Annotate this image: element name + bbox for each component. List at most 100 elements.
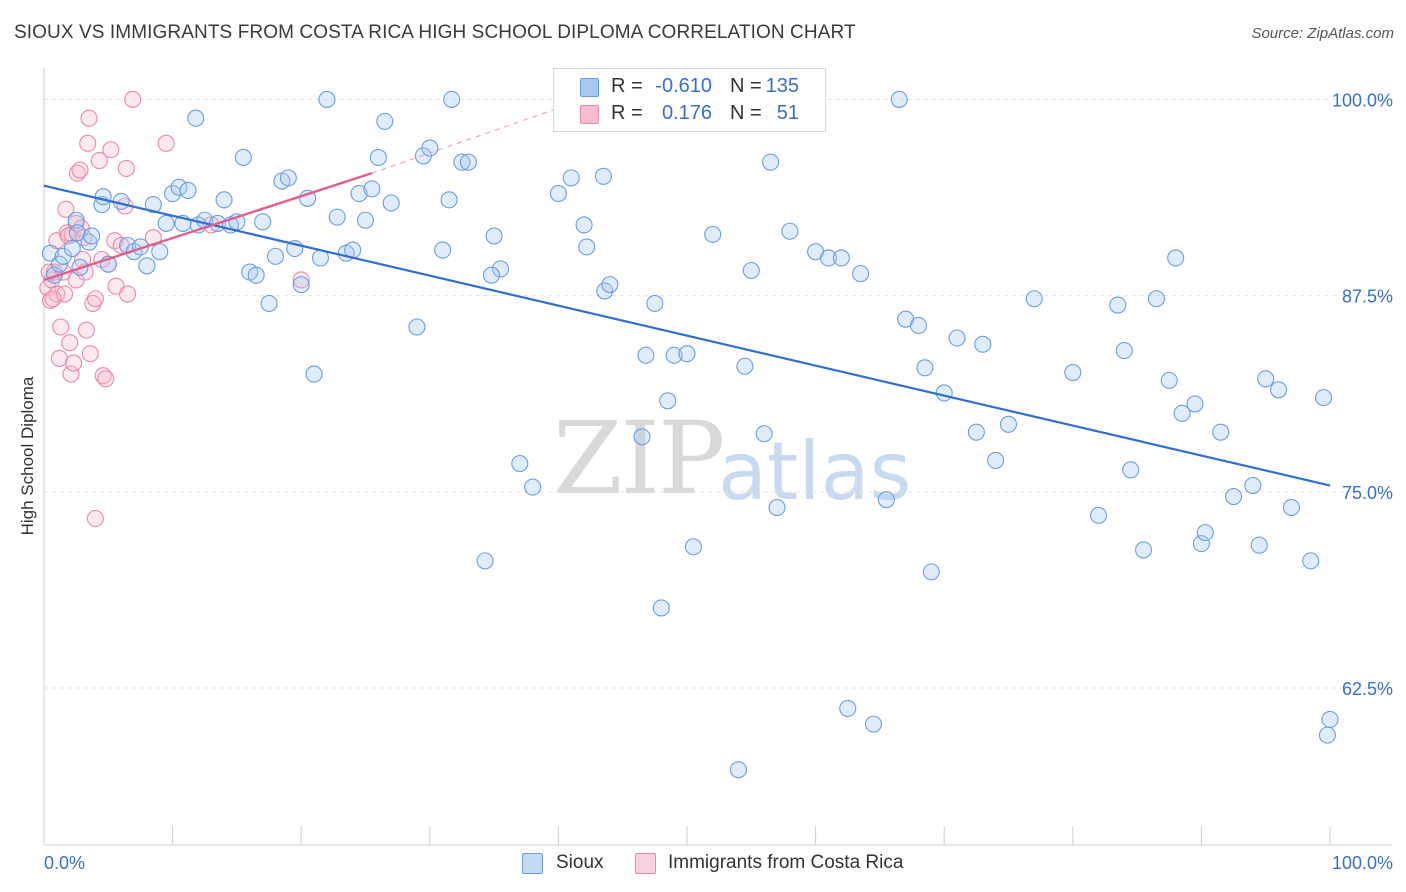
y-tick-label: 75.0% xyxy=(1342,483,1393,503)
sioux-point xyxy=(742,261,760,280)
costa-rica-point xyxy=(86,509,104,528)
sioux-point xyxy=(646,294,664,313)
sioux-point xyxy=(408,318,426,336)
sioux-point xyxy=(1270,381,1288,399)
sioux-point xyxy=(678,345,696,363)
sioux-point xyxy=(356,211,375,229)
r-label: R = xyxy=(611,75,643,97)
sioux-point xyxy=(935,384,953,402)
r-value: 0.176 xyxy=(661,102,712,124)
sioux-point xyxy=(1212,423,1230,441)
sioux-point xyxy=(215,191,233,209)
costa-rica-point xyxy=(102,141,120,159)
costa-rica-point xyxy=(124,90,142,108)
sioux-point xyxy=(170,178,188,196)
legend-row-costa-rica: R = 0.176 N = 51 xyxy=(554,100,825,126)
sioux-point xyxy=(50,255,68,273)
n-label: N = xyxy=(730,75,762,97)
sioux-point xyxy=(511,455,529,473)
sioux-point xyxy=(68,224,86,242)
sioux-point xyxy=(1089,506,1108,524)
r-label: R = xyxy=(611,102,643,124)
sioux-point xyxy=(974,335,992,353)
sioux-point xyxy=(266,247,285,265)
sioux-point xyxy=(736,357,754,375)
y-tick-label: 100.0% xyxy=(1332,90,1393,110)
sioux-point xyxy=(1160,371,1178,389)
sioux-trend-line xyxy=(43,184,1331,487)
sioux-point xyxy=(260,294,278,313)
sioux-point xyxy=(491,260,510,278)
sioux-point xyxy=(440,191,458,209)
costa-rica-swatch xyxy=(580,105,599,124)
sioux-point xyxy=(594,167,612,185)
sioux-point xyxy=(151,243,169,261)
sioux-point xyxy=(852,265,870,283)
costa-rica-point xyxy=(80,109,98,127)
sioux-point xyxy=(922,563,940,581)
sioux-point xyxy=(601,276,619,294)
costa-rica-point xyxy=(61,334,79,352)
costa-rica-point xyxy=(119,285,137,303)
sioux-point xyxy=(877,491,895,509)
costa-rica-point xyxy=(52,318,70,336)
costa-rica-points xyxy=(39,90,310,528)
sioux-swatch xyxy=(580,78,599,97)
sioux-point xyxy=(376,112,394,130)
sioux-point xyxy=(819,249,838,267)
costa-rica-point xyxy=(50,349,68,367)
r-value: -0.610 xyxy=(655,75,712,97)
costa-rica-legend-swatch xyxy=(635,853,656,874)
sioux-point xyxy=(350,185,368,203)
axis-labels: 100.0% 87.5% 75.0% 62.5% 0.0% 100.0% High Scho… xyxy=(18,90,1393,873)
sioux-point xyxy=(179,181,197,199)
sioux-point xyxy=(1321,710,1339,728)
sioux-point xyxy=(443,90,461,108)
sioux-point xyxy=(94,188,112,206)
sioux-point xyxy=(292,276,310,294)
sioux-point xyxy=(916,359,934,377)
sioux-point xyxy=(999,415,1018,433)
sioux-point xyxy=(1122,461,1140,479)
sioux-points xyxy=(41,90,1339,779)
costa-rica-point xyxy=(79,134,97,152)
axes xyxy=(43,68,1392,846)
costa-rica-point xyxy=(68,164,86,182)
sioux-point xyxy=(1282,498,1300,517)
sioux-point xyxy=(434,241,452,259)
sioux-point xyxy=(729,761,747,779)
sioux-point xyxy=(305,365,323,383)
sioux-point xyxy=(575,216,593,234)
sioux-point xyxy=(1173,404,1191,422)
sioux-point xyxy=(1109,296,1127,314)
sioux-point xyxy=(659,392,677,410)
costa-rica-point xyxy=(77,321,95,339)
n-label: N = xyxy=(730,102,762,124)
sioux-point xyxy=(41,244,59,262)
sioux-point xyxy=(549,185,567,203)
sioux-point xyxy=(1115,341,1133,360)
sioux-legend-swatch xyxy=(522,853,543,874)
sioux-point xyxy=(453,153,471,171)
sioux-point xyxy=(755,425,773,443)
sioux-point xyxy=(138,257,156,275)
sioux-point xyxy=(890,90,908,108)
x-tick-label-min: 0.0% xyxy=(44,853,85,873)
sioux-point xyxy=(665,346,683,364)
sioux-point xyxy=(1318,726,1336,744)
sioux-point xyxy=(762,153,780,171)
x-tick-label-max: 100.0% xyxy=(1332,853,1393,873)
sioux-point xyxy=(864,715,883,733)
costa-rica-point xyxy=(97,370,115,388)
sioux-point xyxy=(369,148,387,167)
sioux-point xyxy=(948,329,966,347)
gridlines xyxy=(44,98,1392,689)
sioux-point xyxy=(1302,552,1320,570)
sioux-point xyxy=(421,139,439,157)
sioux-point xyxy=(476,552,494,570)
costa-rica-point xyxy=(71,161,89,179)
costa-rica-point xyxy=(81,345,99,363)
costa-rica-point xyxy=(59,227,77,245)
sioux-point xyxy=(1244,476,1262,495)
